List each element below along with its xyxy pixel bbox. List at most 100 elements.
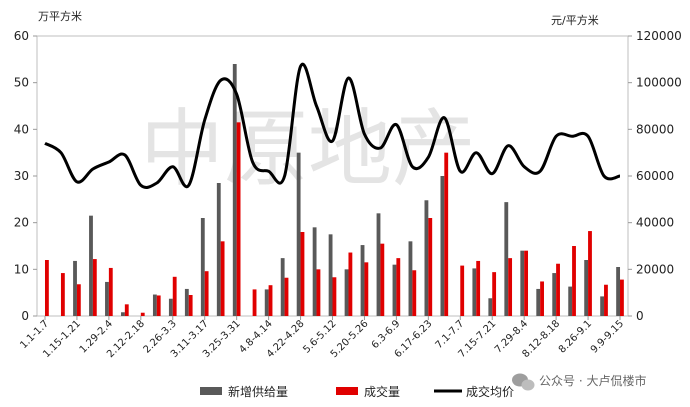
bar-supply	[600, 296, 605, 316]
legend-label-volume: 成交量	[364, 384, 400, 399]
watermark: 中原地产	[140, 100, 476, 198]
right-tick-label: 80000	[636, 122, 674, 136]
bar-volume	[556, 263, 560, 316]
right-tick-label: 40000	[636, 216, 674, 230]
footer-text: 公众号 · 大卢侃楼市	[539, 373, 646, 388]
right-axis-ticks: 0 20000 40000 60000 80000 100000 120000	[628, 29, 682, 323]
left-tick-label: 40	[14, 122, 29, 136]
legend-label-price: 成交均价	[466, 384, 514, 399]
bar-volume	[172, 276, 177, 316]
bar-volume	[508, 258, 513, 316]
bar-supply	[328, 234, 333, 316]
bar-volume	[124, 304, 129, 316]
bar-volume	[572, 246, 576, 316]
bar-supply	[168, 298, 173, 316]
category-axis-labels: 1.1-1.71.15-1.211.29-2.42.12-2.182.26-3.…	[18, 316, 626, 360]
bar-supply	[568, 286, 573, 316]
bar-supply	[232, 64, 237, 316]
bar-volume	[620, 279, 624, 316]
left-tick-label: 0	[21, 309, 29, 323]
bar-volume	[236, 122, 241, 316]
bar-supply	[488, 298, 493, 316]
bar-volume	[252, 289, 257, 316]
bar-supply	[616, 267, 621, 316]
left-axis-unit: 万平方米	[38, 9, 82, 23]
bar-volume	[140, 312, 145, 316]
bar-supply	[440, 176, 445, 316]
bar-supply	[121, 312, 125, 316]
category-label: 9.9-9.15	[589, 318, 626, 355]
bar-volume	[316, 269, 321, 316]
bar-volume	[364, 262, 369, 316]
price-line-series	[44, 62, 621, 189]
bar-supply	[312, 227, 317, 316]
bar-supply	[408, 241, 413, 316]
bar-supply	[520, 250, 525, 316]
bar-supply	[73, 260, 77, 316]
legend-swatch-supply	[200, 387, 222, 395]
bar-supply	[152, 294, 157, 316]
bar-volume	[60, 273, 65, 316]
bar-supply	[89, 215, 93, 316]
bar-volume	[444, 152, 449, 316]
bar-supply	[280, 258, 285, 316]
bar-supply	[216, 183, 221, 316]
category-label: 8.26-9.1	[557, 318, 594, 355]
bar-volume	[300, 232, 305, 316]
bar-volume	[428, 218, 433, 316]
bar-volume	[524, 250, 529, 316]
bar-supply	[584, 260, 589, 316]
right-tick-label: 120000	[636, 29, 682, 43]
wechat-icon	[512, 373, 535, 391]
legend-swatch-volume	[336, 387, 358, 395]
bar-volume	[332, 277, 337, 316]
bar-supply	[472, 268, 477, 316]
bar-volume	[380, 243, 385, 316]
price-line	[44, 62, 621, 189]
right-tick-label: 0	[636, 309, 644, 323]
left-tick-label: 10	[14, 262, 29, 276]
bar-volume	[412, 270, 417, 316]
bar-supply	[296, 152, 301, 316]
bar-supply	[552, 273, 557, 316]
bar-volume	[604, 284, 608, 316]
bar-volume	[348, 252, 353, 316]
bar-volume	[108, 267, 113, 316]
bar-supply	[200, 218, 205, 316]
left-tick-label: 60	[14, 29, 29, 43]
bar-volume	[284, 277, 289, 316]
bar-supply	[344, 269, 349, 316]
left-tick-label: 30	[14, 169, 29, 183]
bar-volume	[188, 295, 193, 316]
bar-supply	[105, 281, 109, 316]
bar-volume	[396, 258, 401, 316]
footer-watermark: 公众号 · 大卢侃楼市	[512, 373, 646, 391]
bar-volume	[76, 284, 81, 316]
left-tick-label: 20	[14, 216, 29, 230]
legend: 新增供给量 成交量 成交均价	[200, 384, 514, 399]
bar-supply	[424, 200, 429, 316]
left-tick-label: 50	[14, 76, 29, 90]
right-tick-label: 60000	[636, 169, 674, 183]
bar-supply	[392, 264, 397, 316]
right-tick-label: 100000	[636, 76, 682, 90]
right-tick-label: 20000	[636, 262, 674, 276]
bar-supply	[376, 213, 381, 316]
right-axis-unit: 元/平方米	[551, 13, 599, 27]
bar-volume	[220, 241, 225, 316]
left-axis-ticks: 0 10 20 30 40 50 60	[14, 29, 37, 323]
bar-volume	[588, 231, 592, 316]
bar-supply	[360, 245, 365, 316]
bar-volume	[156, 295, 161, 316]
bar-volume	[540, 281, 544, 316]
bar-volume	[92, 259, 97, 316]
legend-label-supply: 新增供给量	[228, 384, 288, 399]
bar-volume	[268, 285, 273, 316]
bar-volume	[460, 265, 465, 316]
bar-volume	[476, 260, 481, 316]
bar-volume	[44, 260, 49, 316]
bar-volume	[492, 272, 497, 316]
bar-series	[44, 64, 624, 316]
